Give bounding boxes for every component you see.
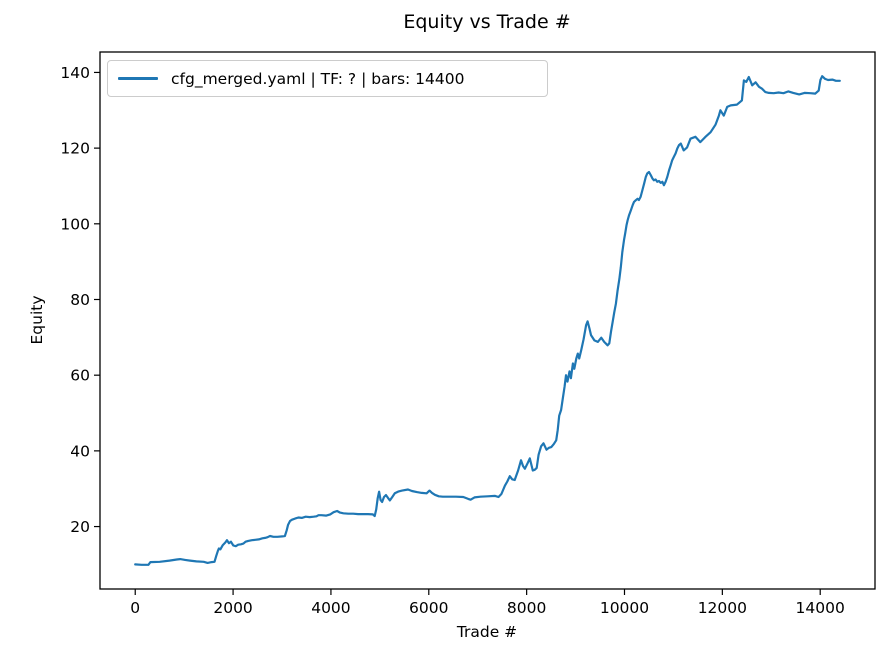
x-tick-label: 6000: [409, 599, 448, 617]
y-axis-label: Equity: [28, 295, 46, 345]
x-tick-label: 14000: [796, 599, 845, 617]
legend: cfg_merged.yaml | TF: ? | bars: 14400: [107, 60, 548, 97]
axes-frame: [99, 51, 876, 590]
x-axis-label: Trade #: [456, 623, 518, 641]
y-tick-label: 140: [60, 64, 90, 82]
chart-title: Equity vs Trade #: [403, 11, 571, 33]
x-tick-label: 0: [130, 599, 140, 617]
x-tick-label: 8000: [507, 599, 546, 617]
y-tick-label: 20: [70, 518, 90, 536]
y-tick-label: 80: [70, 291, 90, 309]
y-tick-label: 60: [70, 367, 90, 385]
x-tick-label: 10000: [600, 599, 649, 617]
y-tick-label: 100: [60, 215, 90, 233]
x-tick-label: 12000: [698, 599, 747, 617]
y-tick-label: 120: [60, 140, 90, 158]
x-tick-label: 2000: [213, 599, 252, 617]
y-tick-label: 40: [70, 442, 90, 460]
legend-label: cfg_merged.yaml | TF: ? | bars: 14400: [171, 69, 465, 88]
legend-line-sample: [118, 77, 158, 80]
x-tick-label: 4000: [311, 599, 350, 617]
equity-curve: [134, 75, 841, 566]
